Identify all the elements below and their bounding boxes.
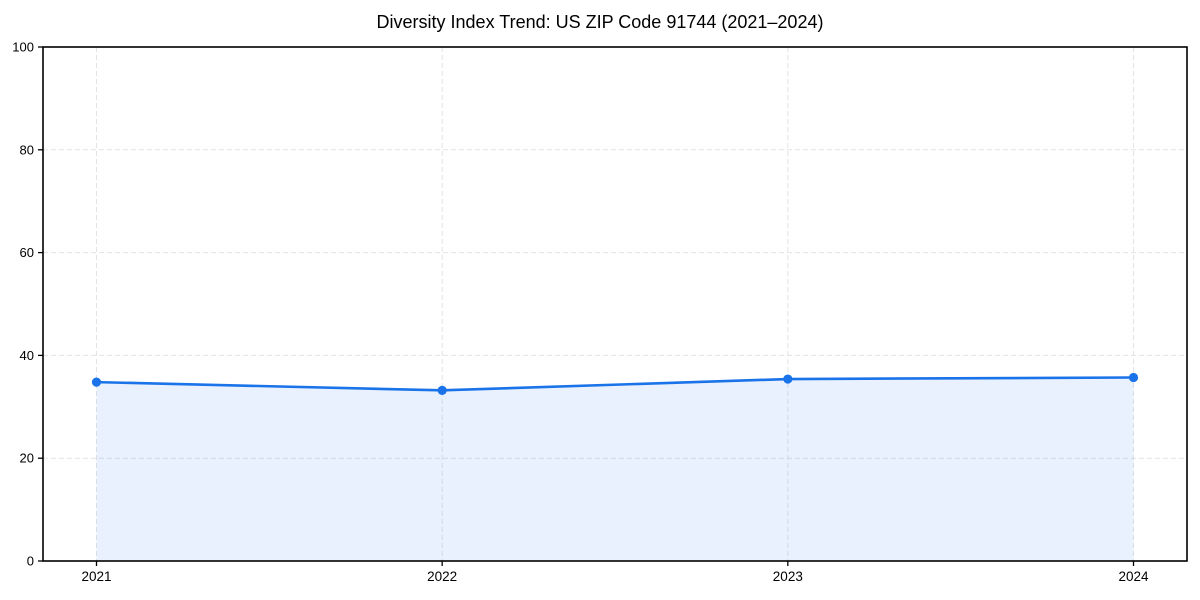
y-tick-label: 100	[12, 40, 34, 55]
trend-line	[96, 376, 1134, 392]
y-tick-label: 80	[20, 142, 34, 157]
y-tick-label: 20	[20, 451, 34, 466]
data-point-marker	[1128, 372, 1139, 383]
x-tick-label: 2021	[81, 569, 111, 584]
x-tick-label: 2023	[773, 569, 803, 584]
x-tick-label: 2022	[427, 569, 457, 584]
y-tick-label: 0	[27, 554, 34, 569]
data-point-marker	[437, 385, 447, 395]
data-point-marker	[783, 374, 793, 384]
plot-border	[42, 46, 1188, 562]
area-fill	[96, 377, 1134, 561]
y-tick-label: 40	[20, 348, 34, 363]
chart-title: Diversity Index Trend: US ZIP Code 91744…	[376, 12, 824, 32]
data-point-marker	[91, 377, 102, 387]
x-tick-label: 2024	[1118, 569, 1149, 584]
y-tick-label: 60	[20, 245, 34, 260]
